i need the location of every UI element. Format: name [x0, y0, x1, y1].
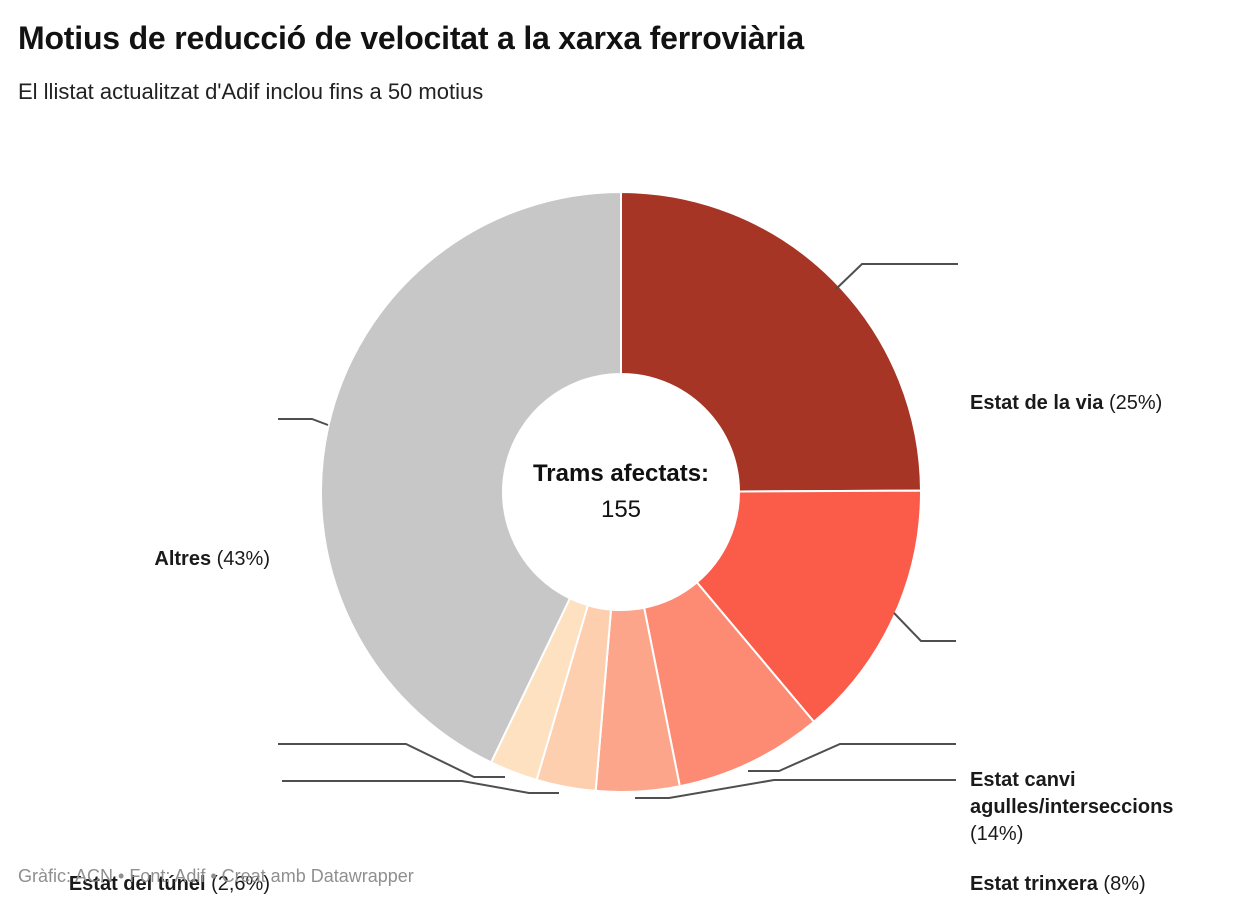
slice-label-estat-canvi-agulles: Estat canvi agulles/interseccions (14%) [970, 767, 1208, 848]
slice-label-pct: (25%) [1108, 392, 1163, 414]
slice-label-name: Estat del túnel [68, 873, 206, 895]
center-label-value: 155 [600, 496, 642, 523]
slice-label-pct: (43%) [216, 548, 270, 570]
leader-line-2 [748, 743, 956, 772]
leader-line-3 [635, 779, 956, 799]
slice-label-estat-de-la-via: Estat de la via (25%) [970, 390, 1232, 417]
slice-label-estat-trinxera: Estat trinxera (8%) [970, 871, 1232, 898]
slice-label-pct: (14%) [970, 823, 1024, 845]
leader-line-1 [893, 612, 956, 642]
donut-slice-6[interactable] [320, 191, 622, 764]
page-title: Motius de reducció de velocitat a la xar… [18, 20, 804, 56]
center-label-title: Trams afectats: [532, 460, 710, 487]
slice-label-name: Estat canvi agulles/interseccions [970, 769, 1174, 818]
slice-label-altres: Altres (43%) [30, 546, 270, 573]
leader-line-0 [835, 263, 958, 290]
slice-label-name: Estat de la via [970, 392, 1104, 414]
slice-label-pct: (2,6%) [211, 873, 270, 895]
slice-label-estat-del-tunel: Estat del túnel (2,6%) [14, 871, 270, 898]
chart-credit: Gràfic: ACN • Font: Adif • Creat amb Dat… [18, 866, 414, 886]
donut-center-label: Trams afectats: 155 [506, 456, 736, 528]
slice-label-name: Altres [154, 548, 212, 570]
donut-chart [278, 191, 958, 799]
leader-line-5 [278, 743, 505, 778]
donut-slice-1[interactable] [695, 489, 923, 723]
leader-line-6 [278, 418, 329, 426]
donut-slice-0[interactable] [620, 191, 922, 493]
donut-chart-area: Trams afectats: 155 Estat de la via (25%… [0, 140, 1240, 910]
chart-header: Motius de reducció de velocitat a la xar… [18, 20, 1222, 105]
page-subtitle: El llistat actualitzat d'Adif inclou fin… [18, 79, 484, 104]
leader-line-4 [282, 780, 559, 794]
slice-label-pct: (8%) [1103, 873, 1146, 895]
slice-label-name: Estat trinxera [970, 873, 1098, 895]
